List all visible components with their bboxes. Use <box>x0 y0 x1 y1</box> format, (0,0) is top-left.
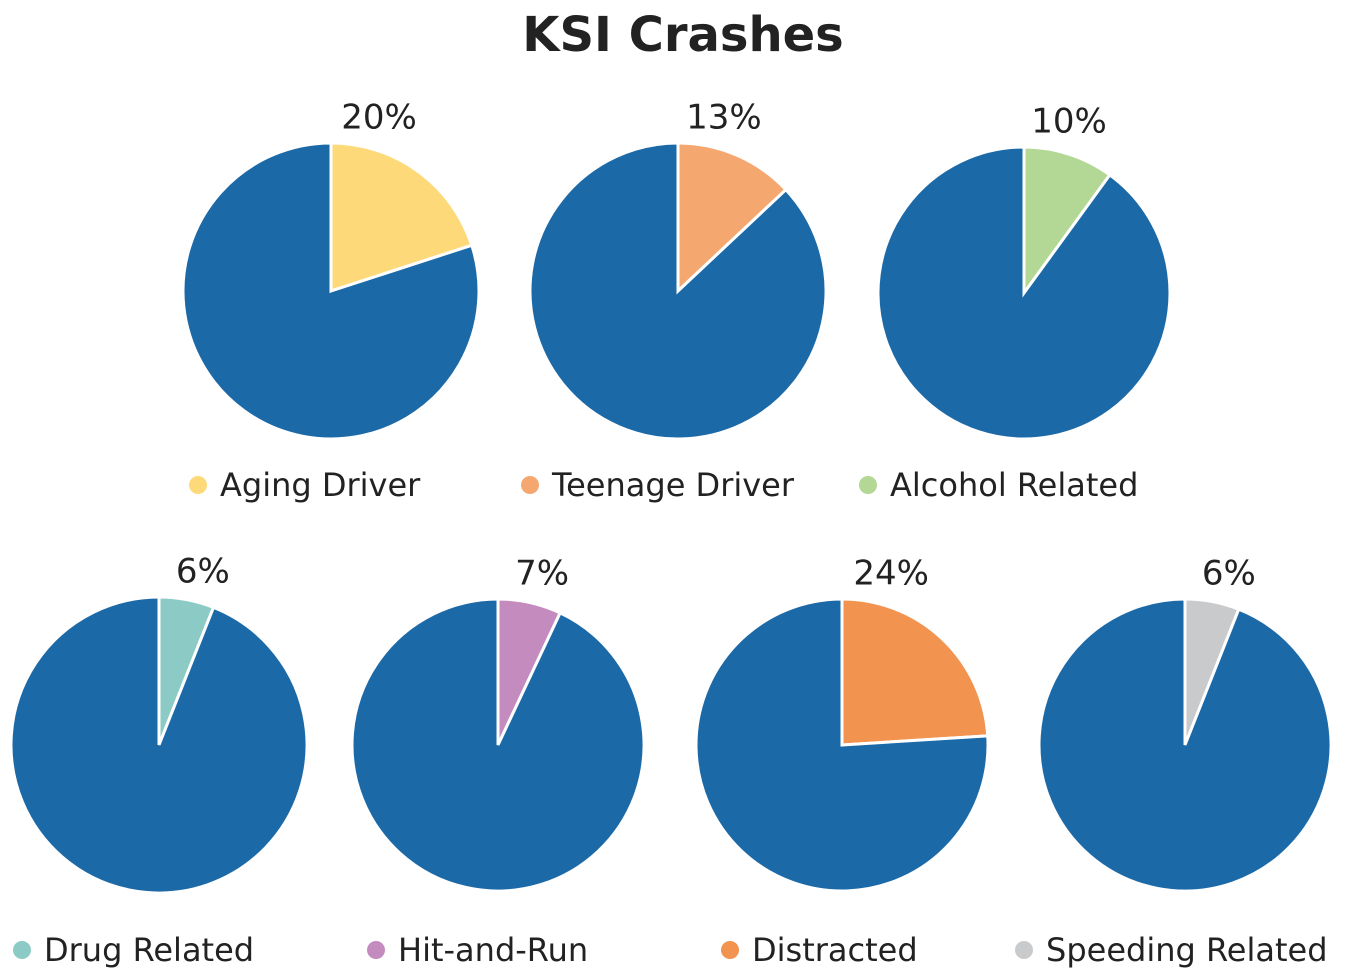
chart-title: KSI Crashes <box>522 7 844 63</box>
legend-marker <box>521 476 539 494</box>
pie-slice <box>1022 145 1112 298</box>
legend-marker <box>367 941 385 959</box>
pie-slice <box>840 597 990 747</box>
data-label: 6% <box>176 552 230 592</box>
data-label: 10% <box>1031 102 1107 142</box>
pie-slice <box>1037 597 1333 893</box>
pie-slice <box>528 141 828 441</box>
pie-slice <box>676 141 789 295</box>
legend-label: Hit-and-Run <box>398 931 588 969</box>
legend-label: Speeding Related <box>1046 931 1328 969</box>
legend-label: Aging Driver <box>220 466 421 504</box>
legend-label: Distracted <box>752 931 918 969</box>
data-label: 20% <box>341 98 417 138</box>
pie-slice <box>181 141 481 441</box>
legend-marker <box>13 941 31 959</box>
legend-marker <box>1015 941 1033 959</box>
legend-marker <box>859 476 877 494</box>
legend-label: Alcohol Related <box>890 466 1138 504</box>
pie-slice <box>350 597 646 893</box>
data-label: 24% <box>853 554 929 594</box>
data-label: 13% <box>686 98 762 138</box>
legend-label: Drug Related <box>44 931 254 969</box>
pie-slice <box>9 595 309 895</box>
data-label: 6% <box>1202 554 1256 594</box>
legend-marker <box>721 941 739 959</box>
legend-label: Teenage Driver <box>551 466 795 504</box>
pie-slice <box>876 145 1172 441</box>
legend-marker <box>189 476 207 494</box>
pie-slice <box>329 141 474 294</box>
data-label: 7% <box>515 554 569 594</box>
pie-slice <box>694 597 990 893</box>
